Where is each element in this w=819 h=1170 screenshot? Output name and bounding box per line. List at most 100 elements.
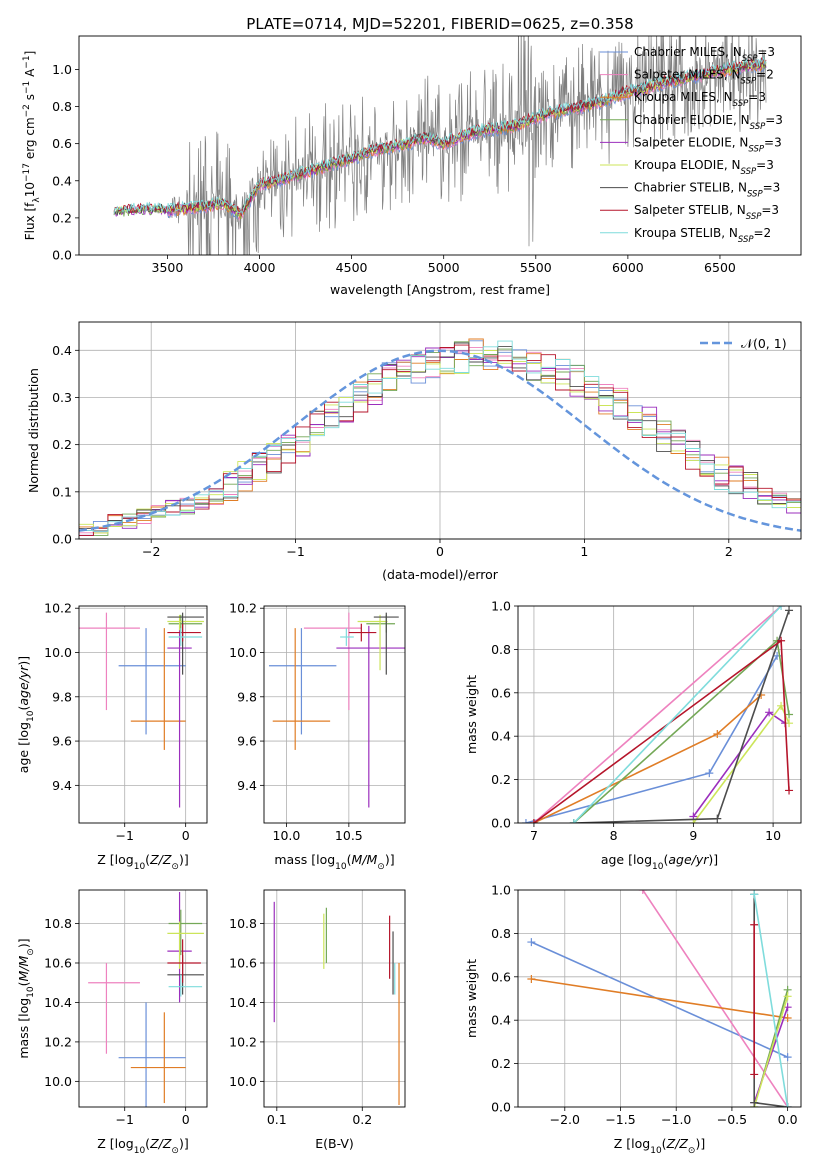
legend-suffix: =3 xyxy=(763,181,781,195)
y-axis-label: Normed distribution xyxy=(26,368,41,493)
series-marker xyxy=(750,890,759,899)
x-tick-label: 10.5 xyxy=(335,828,363,843)
y-tick-label: 1.0 xyxy=(491,599,511,614)
axis-label-part: ⊙ xyxy=(171,1146,179,1156)
legend-suffix: =3 xyxy=(764,135,782,149)
series-marker xyxy=(785,710,794,719)
series-salpeter-stelib xyxy=(750,920,759,1079)
legend-suffix: =3 xyxy=(748,90,766,104)
axis-label-part: ⊙ xyxy=(377,862,385,872)
y-axis-label-part: Flux [f xyxy=(23,202,37,240)
y-tick-label: 10.0 xyxy=(229,645,257,660)
series-marker xyxy=(750,920,759,929)
legend-subscript: SSP xyxy=(741,77,757,87)
x-tick-label: 10.0 xyxy=(273,828,301,843)
y-tick-label: 10.6 xyxy=(44,955,72,970)
axis-label-part: 10 xyxy=(26,986,36,998)
axis-label-part: log xyxy=(633,852,652,867)
y-axis-label-part: −2 xyxy=(22,104,32,117)
x-tick-label: −1 xyxy=(286,544,304,559)
y-axis-label: mass weight xyxy=(464,675,479,754)
legend-suffix: =3 xyxy=(765,113,783,127)
y-tick-label: 10.4 xyxy=(44,995,72,1010)
series-line xyxy=(531,941,788,1058)
errorbar-salpeter-miles xyxy=(79,612,140,711)
axis-label-part: ) xyxy=(179,852,184,867)
axis-label: Z [log10(Z/Z⊙)] xyxy=(97,1136,189,1156)
legend-label: Kroupa STELIB, N xyxy=(634,226,738,240)
model-spectrum-chabrier-stelib xyxy=(113,58,767,216)
x-tick-label: 2 xyxy=(725,544,733,559)
axis-label-part: Z xyxy=(162,852,172,867)
y-tick-label: 9.4 xyxy=(237,778,257,793)
legend-subscript: SSP xyxy=(741,167,757,177)
y-tick-label: 0.4 xyxy=(491,1013,511,1028)
y-tick-label: 9.6 xyxy=(237,734,257,749)
legend-entry-kroupa-stelib: Kroupa STELIB, NSSP=2 xyxy=(634,226,771,245)
series-chabrier-miles xyxy=(527,938,792,1062)
axis-label-part: age [ xyxy=(601,852,633,867)
histogram-kroupa-stelib xyxy=(79,340,801,532)
x-tick-label: 0 xyxy=(182,828,190,843)
series-marker xyxy=(777,606,786,610)
y-axis-label-part: −1 xyxy=(22,81,32,94)
x-tick-label: 3500 xyxy=(152,260,184,275)
y-axis-label-part: erg cm xyxy=(23,117,37,163)
errorbar-kroupa-stelib xyxy=(168,628,203,646)
series-marker xyxy=(750,1098,759,1107)
y-tick-label: 0.8 xyxy=(52,99,72,114)
series-line xyxy=(573,606,782,823)
legend-label: Kroupa ELODIE, N xyxy=(634,158,741,172)
y-tick-label: 0.0 xyxy=(491,1100,511,1115)
series-marker xyxy=(785,606,794,615)
y-tick-label: 0.2 xyxy=(491,772,511,787)
series-marker xyxy=(638,890,647,894)
y-tick-label: 10.8 xyxy=(229,916,257,931)
model-spectrum-kroupa-stelib xyxy=(113,55,767,216)
axis-label-part: M/ xyxy=(16,965,31,982)
axis-label: mass [log10(M/M⊙)] xyxy=(16,938,36,1058)
x-tick-label: 0.2 xyxy=(352,1112,372,1127)
x-tick-label: −1 xyxy=(115,828,133,843)
axis-label-part: ] xyxy=(16,938,31,943)
series-marker xyxy=(527,974,536,983)
plot-area xyxy=(527,890,792,1107)
y-axis-label: Flux [fλ10−17 erg cm−2 s−1 A−1] xyxy=(22,51,42,241)
y-tick-label: 0.2 xyxy=(52,210,72,225)
series-marker xyxy=(529,819,538,823)
y-tick-label: 10.0 xyxy=(44,645,72,660)
panel-age-vs-mass: 10.0 10.5 9.4 9.6 9.8 10.0 10.2 mass [log10(M/M… xyxy=(229,601,406,872)
axis-label-part: ⊙ xyxy=(688,1146,696,1156)
series-marker xyxy=(765,708,774,717)
errorbar-kroupa-miles xyxy=(272,628,331,750)
x-tick-label: 4000 xyxy=(244,260,276,275)
axis-label-part: ⊙ xyxy=(26,948,36,956)
series-marker xyxy=(783,1014,792,1023)
axis-label-part: ( xyxy=(662,1136,667,1151)
errorbar-salpeter-miles xyxy=(303,612,362,711)
series-line xyxy=(753,894,789,1107)
y-tick-label: 10.0 xyxy=(229,1074,257,1089)
axis-label-part: 10 xyxy=(650,1146,662,1156)
axis-label-part: ) xyxy=(16,943,31,948)
series-kroupa-elodie xyxy=(689,701,794,823)
errorbar-kroupa-miles xyxy=(130,1012,186,1104)
axis-label-part: ( xyxy=(16,706,31,711)
axis-label: age [log10(age/yr)] xyxy=(601,852,718,872)
errorbar-salpeter-stelib xyxy=(348,623,377,642)
plot-area xyxy=(88,891,204,1107)
axes-frame xyxy=(263,889,406,1108)
x-tick-label: 0.0 xyxy=(778,1112,798,1127)
series-marker xyxy=(527,938,536,947)
series-marker xyxy=(521,819,530,823)
axis-label-part: 10 xyxy=(134,1146,146,1156)
y-tick-label: 10.2 xyxy=(44,1034,72,1049)
legend-subscript: SSP xyxy=(733,99,749,109)
y-axis-label-part: λ xyxy=(32,197,42,203)
axis-label-part: ) xyxy=(708,852,713,867)
x-tick-label: 10 xyxy=(765,828,781,843)
x-tick-label: 0 xyxy=(436,544,444,559)
series-marker xyxy=(713,730,722,739)
panel-spectrum: 3500 4000 4500 5000 5500 6000 6500 0.0 0.2 0.4 0.6… xyxy=(22,35,802,297)
